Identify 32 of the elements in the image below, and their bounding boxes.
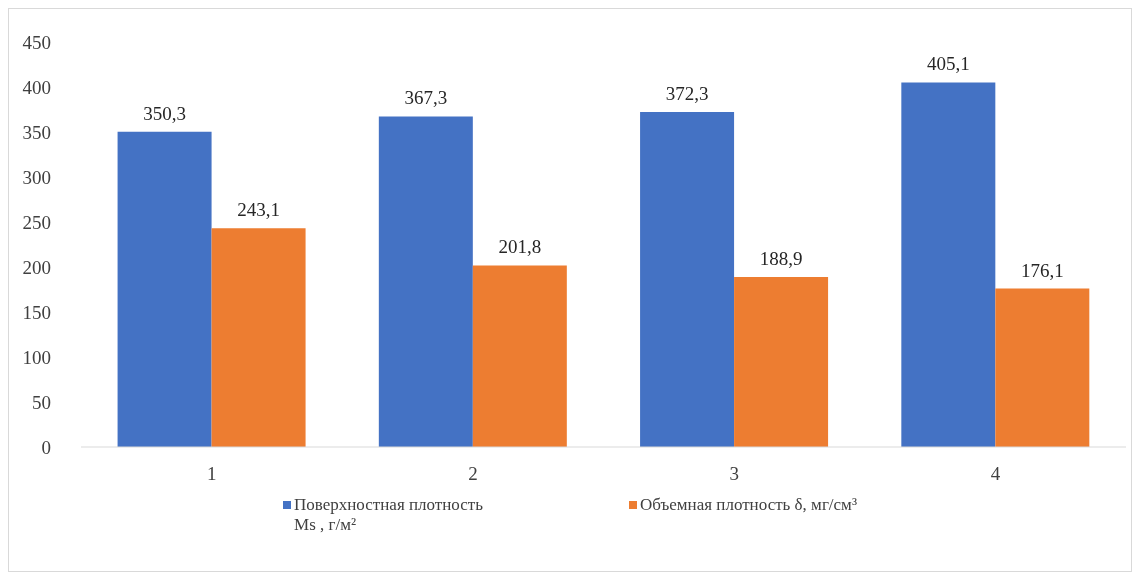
- bar: [472, 265, 567, 447]
- y-tick-label: 50: [32, 391, 51, 413]
- data-label: 188,9: [759, 247, 803, 269]
- y-tick-label: 400: [22, 76, 51, 98]
- bar: [995, 288, 1090, 447]
- bar: [901, 82, 996, 447]
- data-label: 350,3: [143, 102, 186, 124]
- y-tick-label: 200: [22, 256, 51, 278]
- bar: [117, 131, 212, 447]
- data-label: 405,1: [926, 53, 970, 75]
- legend-label: Поверхностная плотность Ms , г/м²: [294, 495, 484, 535]
- x-tick-label: 3: [729, 463, 739, 485]
- data-label: 367,3: [404, 87, 448, 109]
- bar: [734, 276, 829, 447]
- data-label: 372,3: [665, 82, 709, 104]
- legend-label: Объемная плотность δ, мг/см³: [640, 495, 857, 515]
- x-tick-label: 1: [206, 463, 217, 485]
- y-tick-label: 150: [22, 301, 51, 323]
- bar: [640, 111, 735, 447]
- x-tick-label: 4: [990, 463, 1001, 485]
- y-tick-label: 350: [22, 121, 51, 143]
- data-label: 176,1: [1020, 259, 1064, 281]
- bar: [211, 228, 306, 447]
- y-tick-label: 0: [41, 436, 51, 458]
- y-tick-label: 250: [22, 211, 51, 233]
- y-tick-label: 450: [22, 31, 51, 53]
- data-label: 201,8: [498, 236, 542, 258]
- x-tick-label: 2: [468, 463, 478, 485]
- bar: [378, 116, 473, 447]
- y-tick-label: 100: [22, 346, 51, 368]
- data-label: 243,1: [237, 199, 280, 221]
- y-tick-label: 300: [22, 166, 51, 188]
